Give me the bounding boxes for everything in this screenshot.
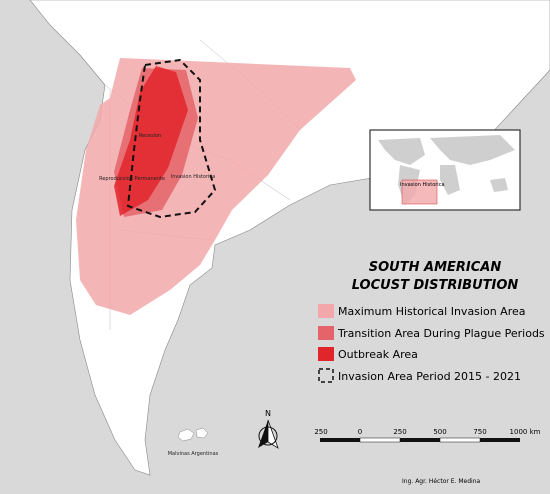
invasion-2015-2021 <box>126 58 217 219</box>
scale-label: 250 <box>314 428 327 436</box>
credit: Ing. Agr. Héctor E. Medina <box>402 478 480 485</box>
north-label: N <box>265 409 271 418</box>
inset-label: Invasion Historica <box>400 182 445 188</box>
legend-swatch <box>318 347 334 361</box>
scale-label: 1000 km <box>510 428 541 436</box>
reproduction-label: Reproduccion Permanente <box>99 176 165 182</box>
legend-swatch <box>318 368 334 383</box>
title-line: LOCUST DISTRIBUTION <box>352 278 519 293</box>
scale-label: 500 <box>433 428 446 436</box>
scale-label: 0 <box>358 428 362 436</box>
legend-label: Invasion Area Period 2015 - 2021 <box>338 370 521 383</box>
title-line: SOUTH AMERICAN <box>369 260 502 275</box>
legend-label: Outbreak Area <box>338 348 418 361</box>
inset-area <box>401 179 438 205</box>
north-arrow: N <box>258 409 279 449</box>
malvinas-islands <box>177 427 209 442</box>
legend-label: Maximum Historical Invasion Area <box>338 305 525 318</box>
legend-label: Transition Area During Plague Periods <box>337 327 545 340</box>
outbreak-area <box>114 66 188 216</box>
malvinas-label: Malvinas Argentinas <box>168 451 219 457</box>
recession-label: Recesion <box>139 133 161 139</box>
scale-label: 750 <box>473 428 486 436</box>
legend-swatch <box>318 326 334 340</box>
inset-map: Invasion Historica <box>369 129 521 211</box>
scale-bar <box>320 437 520 443</box>
invasion-label: Invasion Historica <box>171 174 216 180</box>
legend-swatch <box>318 304 334 318</box>
scale-label: 250 <box>393 428 406 436</box>
